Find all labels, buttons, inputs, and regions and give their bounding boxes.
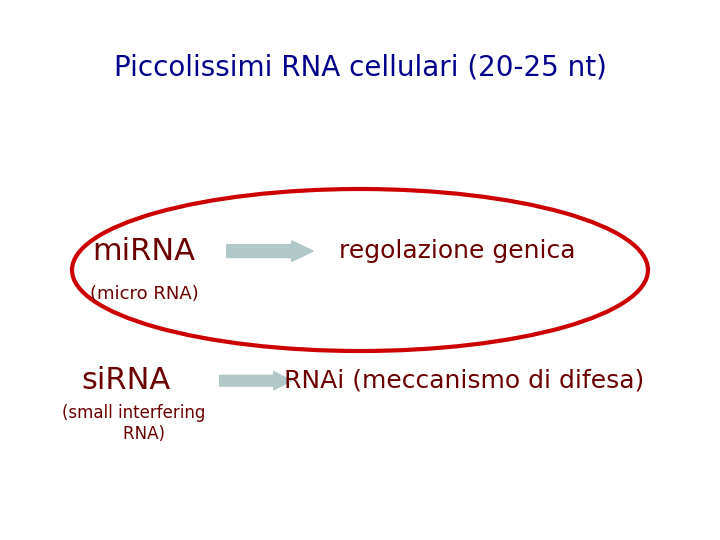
Text: (micro RNA): (micro RNA) [89,285,199,303]
Text: regolazione genica: regolazione genica [339,239,575,263]
Text: Piccolissimi RNA cellulari (20-25 nt): Piccolissimi RNA cellulari (20-25 nt) [114,53,606,82]
Text: (small interfering
    RNA): (small interfering RNA) [61,404,205,443]
Text: miRNA: miRNA [92,237,196,266]
FancyArrow shape [220,372,292,390]
Text: siRNA: siRNA [81,366,171,395]
FancyArrow shape [227,241,313,261]
Text: RNAi (meccanismo di difesa): RNAi (meccanismo di difesa) [284,369,644,393]
